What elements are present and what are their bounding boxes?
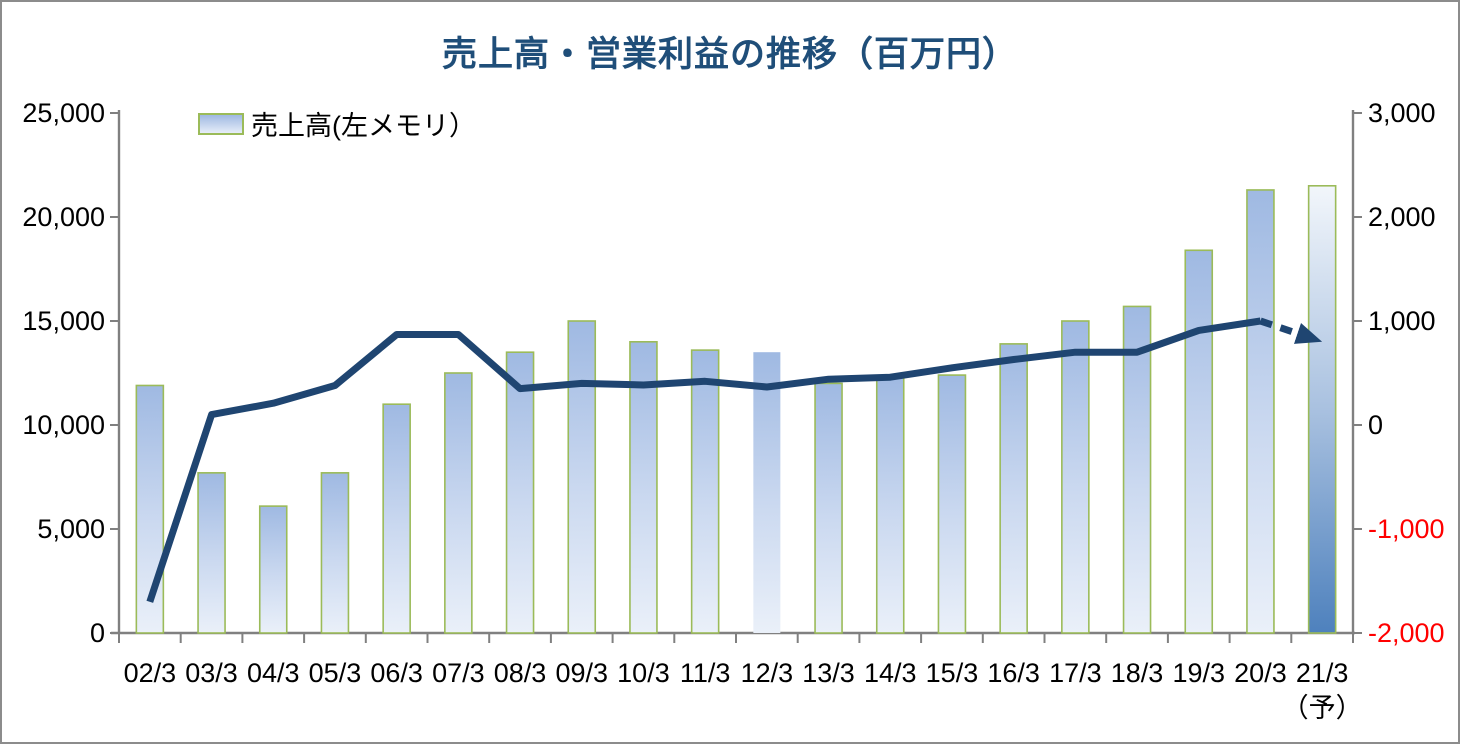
left-axis-tick-label: 10,000 bbox=[22, 410, 105, 440]
left-axis-tick-label: 5,000 bbox=[37, 514, 105, 544]
left-axis-tick-label: 25,000 bbox=[22, 98, 105, 128]
right-axis-tick-label: 1,000 bbox=[1368, 306, 1436, 336]
chart-title: 売上高・営業利益の推移（百万円） bbox=[441, 35, 1018, 74]
bar-07/3 bbox=[444, 372, 473, 634]
x-axis-label: 02/3 bbox=[124, 658, 177, 688]
left-axis: 0 5,000 10,000 15,000 20,000 25,000 bbox=[22, 98, 119, 648]
x-axis-label: 09/3 bbox=[555, 658, 608, 688]
x-axis-label: 11/3 bbox=[680, 658, 731, 688]
right-axis: -2,000 -1,000 0 1,000 2,000 3,000 bbox=[1353, 98, 1445, 648]
bar-14/3 bbox=[875, 376, 905, 634]
x-axis-label: 13/3 bbox=[802, 658, 855, 688]
x-axis-label: 17/3 bbox=[1049, 658, 1102, 688]
profit-line bbox=[146, 317, 1262, 603]
left-axis-tick-label: 15,000 bbox=[22, 306, 105, 336]
bar-12/3 bbox=[753, 352, 781, 633]
bar-06/3 bbox=[382, 403, 411, 634]
bar-19/3 bbox=[1184, 249, 1214, 634]
forecast-arrow bbox=[1259, 317, 1323, 344]
bar-21/3 bbox=[1307, 185, 1337, 634]
bar-20/3 bbox=[1246, 189, 1275, 634]
left-axis-tick-label: 0 bbox=[90, 618, 105, 648]
bar-10/3 bbox=[629, 340, 658, 634]
x-axis-label: 18/3 bbox=[1111, 658, 1164, 688]
bars bbox=[135, 185, 1337, 634]
legend: 売上高(左メモリ） bbox=[198, 104, 476, 143]
x-axis-label: 10/3 bbox=[617, 658, 670, 688]
x-axis-label: 16/3 bbox=[987, 658, 1040, 688]
x-axis: 02/3 03/3 04/3 05/3 06/3 07/3 08/3 09/3 10/3 11/3… bbox=[118, 633, 1363, 723]
bar-13/3 bbox=[814, 382, 843, 634]
x-axis-label: 07/3 bbox=[432, 658, 485, 688]
x-axis-label: 20/3 bbox=[1234, 658, 1287, 688]
x-axis-label: 06/3 bbox=[370, 658, 423, 688]
x-axis-label: 03/3 bbox=[185, 658, 238, 688]
x-axis-label: 21/3 bbox=[1296, 658, 1349, 688]
x-axis-forecast-note: （予） bbox=[1282, 693, 1363, 723]
x-axis-label: 08/3 bbox=[494, 658, 547, 688]
bar-17/3 bbox=[1061, 320, 1090, 634]
legend-label-sales: 売上高(左メモリ） bbox=[251, 111, 476, 141]
right-axis-tick-label: 3,000 bbox=[1368, 98, 1436, 128]
bar-08/3 bbox=[505, 351, 535, 634]
bar-09/3 bbox=[567, 320, 597, 634]
x-axis-label: 15/3 bbox=[926, 658, 979, 688]
x-axis-label: 05/3 bbox=[309, 658, 362, 688]
right-axis-tick-label: -2,000 bbox=[1368, 618, 1445, 648]
x-axis-label: 04/3 bbox=[247, 658, 300, 688]
right-axis-tick-label: 2,000 bbox=[1368, 202, 1436, 232]
bar-11/3 bbox=[690, 349, 720, 634]
left-axis-tick-label: 20,000 bbox=[22, 202, 105, 232]
bar-05/3 bbox=[320, 472, 350, 634]
bar-04/3 bbox=[258, 505, 288, 634]
x-axis-label: 14/3 bbox=[864, 658, 917, 688]
bar-03/3 bbox=[197, 472, 226, 634]
bar-15/3 bbox=[937, 374, 967, 634]
bar-16/3 bbox=[999, 343, 1028, 634]
x-axis-label: 12/3 bbox=[741, 658, 794, 688]
x-axis-label: 19/3 bbox=[1172, 658, 1225, 688]
bar-18/3 bbox=[1122, 305, 1152, 634]
right-axis-tick-label: 0 bbox=[1368, 410, 1383, 440]
legend-swatch-bar-icon bbox=[198, 112, 244, 135]
right-axis-tick-label: -1,000 bbox=[1368, 514, 1445, 544]
axes bbox=[111, 110, 1355, 635]
